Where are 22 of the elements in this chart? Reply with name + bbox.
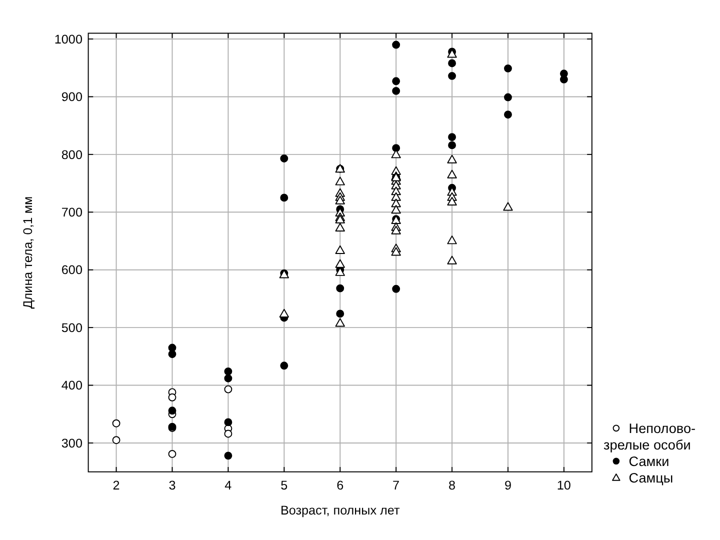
x-tick-label: 3	[168, 478, 176, 492]
x-tick-label: 10	[556, 478, 571, 492]
y-tick-label: 1000	[54, 32, 82, 46]
x-axis-title: Возраст, полных лет	[280, 504, 400, 518]
y-tick-label: 600	[61, 263, 82, 278]
legend-label: Самцы	[628, 470, 674, 486]
x-tick-label: 4	[224, 478, 232, 492]
x-tick-label: 9	[504, 478, 512, 492]
y-tick-label: 300	[61, 436, 82, 450]
y-tick-label: 500	[61, 320, 82, 335]
y-axis-title: Длина тела, 0,1 мм	[21, 196, 36, 309]
x-tick-label: 2	[112, 478, 120, 492]
x-tick-label: 8	[448, 478, 456, 492]
x-tick-label: 5	[280, 478, 288, 492]
legend-label: Неполово-зрелые особи	[604, 421, 696, 453]
x-tick-label: 7	[392, 478, 400, 492]
y-tick-label: 900	[61, 90, 82, 104]
legend-label: Самки	[628, 454, 670, 470]
y-tick-label: 400	[61, 378, 82, 393]
y-tick-label: 800	[61, 148, 82, 162]
x-tick-label: 6	[336, 478, 344, 492]
y-tick-label: 700	[61, 206, 82, 220]
